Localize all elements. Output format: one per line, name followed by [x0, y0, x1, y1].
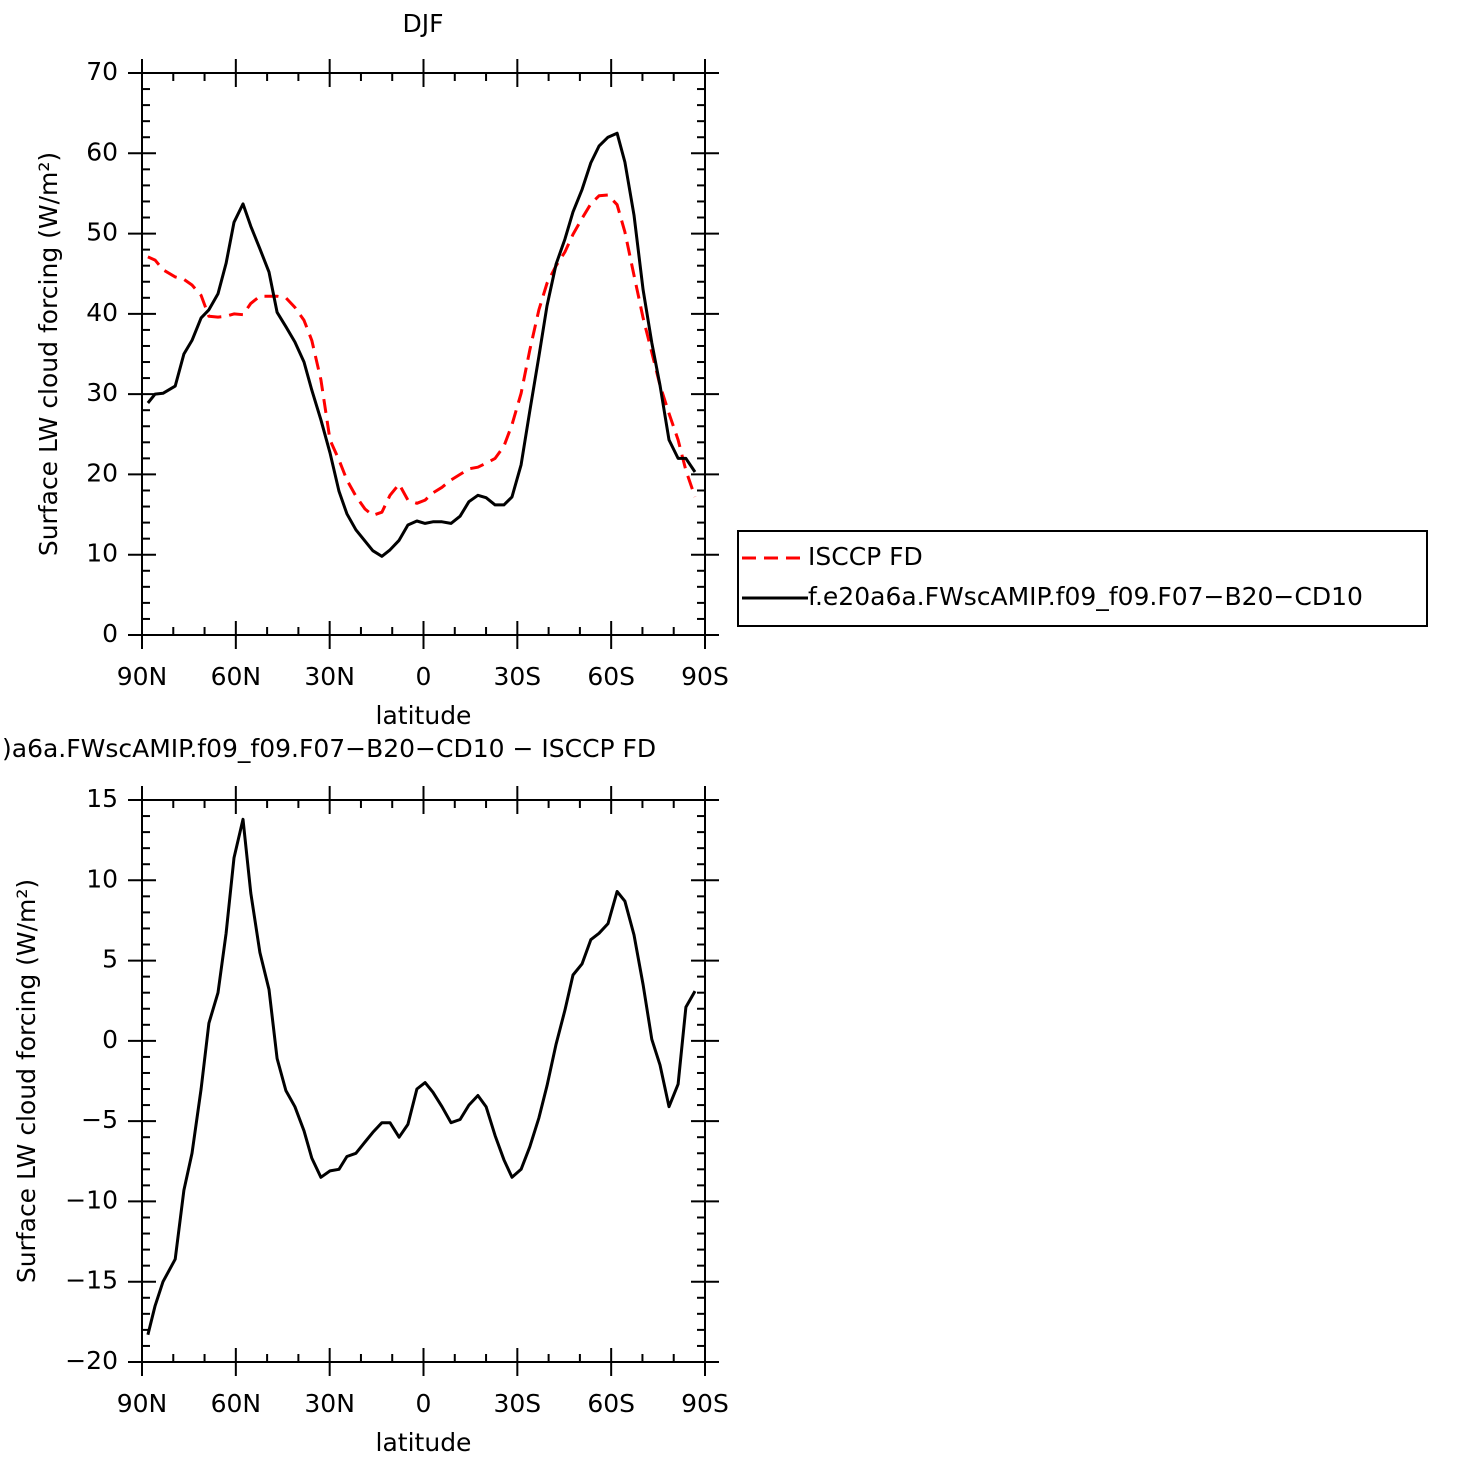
x-tick-label: 60S [587, 1389, 635, 1418]
legend-label: f.e20a6a.FWscAMIP.f09_f09.F07−B20−CD10 [808, 582, 1363, 611]
x-tick-label: 60N [211, 662, 262, 691]
x-tick-label: 0 [416, 662, 432, 691]
y-tick-label: 60 [86, 137, 118, 166]
x-tick-label: 30N [304, 662, 355, 691]
y-tick-label: −5 [81, 1105, 118, 1134]
y-tick-label: 20 [86, 458, 118, 487]
y-tick-label: 10 [86, 864, 118, 893]
chart-title: )a6a.FWscAMIP.f09_f09.F07−B20−CD10 − ISC… [2, 734, 656, 763]
x-tick-label: 90N [117, 1389, 168, 1418]
x-tick-label: 90S [681, 662, 729, 691]
x-tick-label: 30N [304, 1389, 355, 1418]
y-tick-label: 40 [86, 298, 118, 327]
plot-frame [141, 799, 706, 1363]
x-tick-label: 30S [493, 662, 541, 691]
x-tick-label: 60N [211, 1389, 262, 1418]
x-tick-label: 90N [117, 662, 168, 691]
data-line [146, 817, 697, 1336]
legend-label: ISCCP FD [808, 542, 923, 571]
y-tick-label: 10 [86, 539, 118, 568]
plot-frame [141, 72, 706, 636]
y-tick-label: −15 [65, 1266, 118, 1295]
y-axis-label: Surface LW cloud forcing (W/m²) [12, 879, 41, 1283]
chart-title: DJF [402, 9, 443, 38]
x-tick-label: 90S [681, 1389, 729, 1418]
y-tick-label: −10 [65, 1185, 118, 1214]
x-tick-label: 0 [416, 1389, 432, 1418]
x-tick-label: 60S [587, 662, 635, 691]
x-tick-label: 30S [493, 1389, 541, 1418]
y-tick-label: 5 [102, 945, 118, 974]
y-tick-label: 0 [102, 619, 118, 648]
x-axis-label: latitude [376, 1428, 472, 1457]
y-tick-label: −20 [65, 1346, 118, 1375]
y-tick-label: 30 [86, 378, 118, 407]
y-tick-label: 50 [86, 218, 118, 247]
data-line [147, 193, 697, 517]
y-axis-label: Surface LW cloud forcing (W/m²) [34, 152, 63, 556]
x-axis-label: latitude [376, 701, 472, 730]
legend-box [737, 530, 1428, 627]
data-line [146, 131, 697, 558]
y-tick-label: 0 [102, 1025, 118, 1054]
y-tick-label: 15 [86, 784, 118, 813]
y-tick-label: 70 [86, 57, 118, 86]
